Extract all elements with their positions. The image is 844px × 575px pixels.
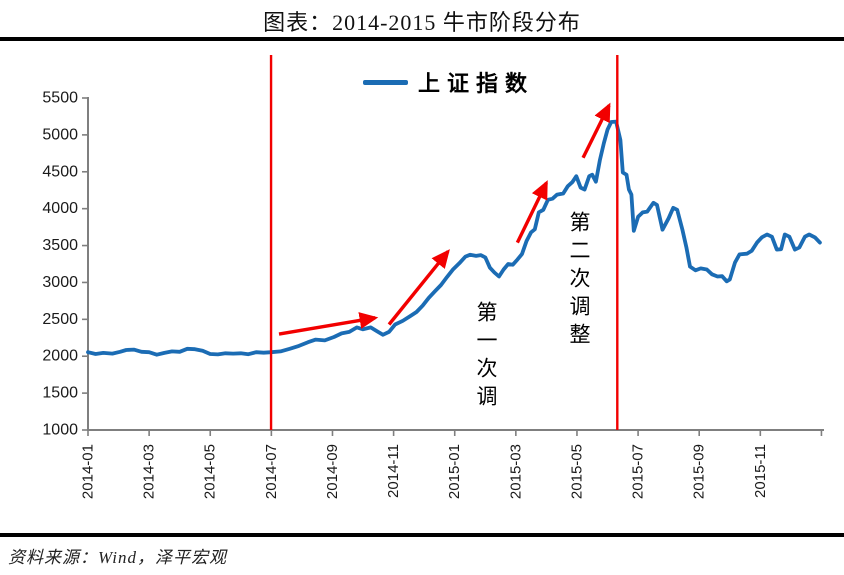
annotation-second-adjustment: 第二次调整	[567, 211, 591, 351]
x-tick-label: 2015-03	[507, 444, 524, 499]
x-tick-label: 2015-11	[752, 444, 769, 498]
y-tick-label: 5000	[42, 126, 78, 143]
legend-line-swatch-icon	[363, 79, 408, 85]
legend: 上证指数	[363, 66, 534, 98]
title-divider	[0, 37, 844, 41]
trend-arrow-2	[387, 249, 450, 326]
x-tick-label: 2014-09	[324, 444, 341, 499]
y-tick-label: 2500	[42, 311, 78, 328]
y-tick-label: 4500	[42, 163, 78, 180]
x-tick-label: 2015-07	[630, 444, 647, 499]
page-title: 图表：2014-2015 牛市阶段分布	[263, 10, 581, 35]
y-tick-label: 2000	[42, 348, 78, 365]
source-divider	[0, 533, 844, 537]
trend-arrow-3	[515, 180, 548, 244]
trend-arrow-4	[581, 102, 611, 159]
trend-arrow-1	[278, 312, 379, 336]
y-tick-label: 3000	[42, 274, 78, 291]
annotation-first-adjustment: 第一次调	[474, 301, 498, 413]
y-tick-label: 3500	[42, 237, 78, 254]
x-tick-label: 2015-01	[446, 444, 463, 499]
y-tick-label: 1000	[42, 422, 78, 439]
y-tick-label: 1500	[42, 385, 78, 402]
x-tick-label: 2015-05	[568, 444, 585, 499]
x-tick-label: 2014-11	[385, 444, 402, 498]
x-tick-label: 2014-01	[80, 444, 97, 499]
y-tick-label: 4000	[42, 200, 78, 217]
source-text: 资料来源：Wind，泽平宏观	[8, 548, 227, 567]
x-tick-label: 2014-03	[141, 444, 158, 499]
legend-label: 上证指数	[418, 71, 535, 96]
y-tick-label: 5500	[42, 90, 78, 107]
x-tick-label: 2015-09	[691, 444, 708, 499]
x-tick-label: 2014-05	[202, 444, 219, 499]
series-line-sse-index	[86, 119, 822, 357]
x-tick-label: 2014-07	[263, 444, 280, 499]
